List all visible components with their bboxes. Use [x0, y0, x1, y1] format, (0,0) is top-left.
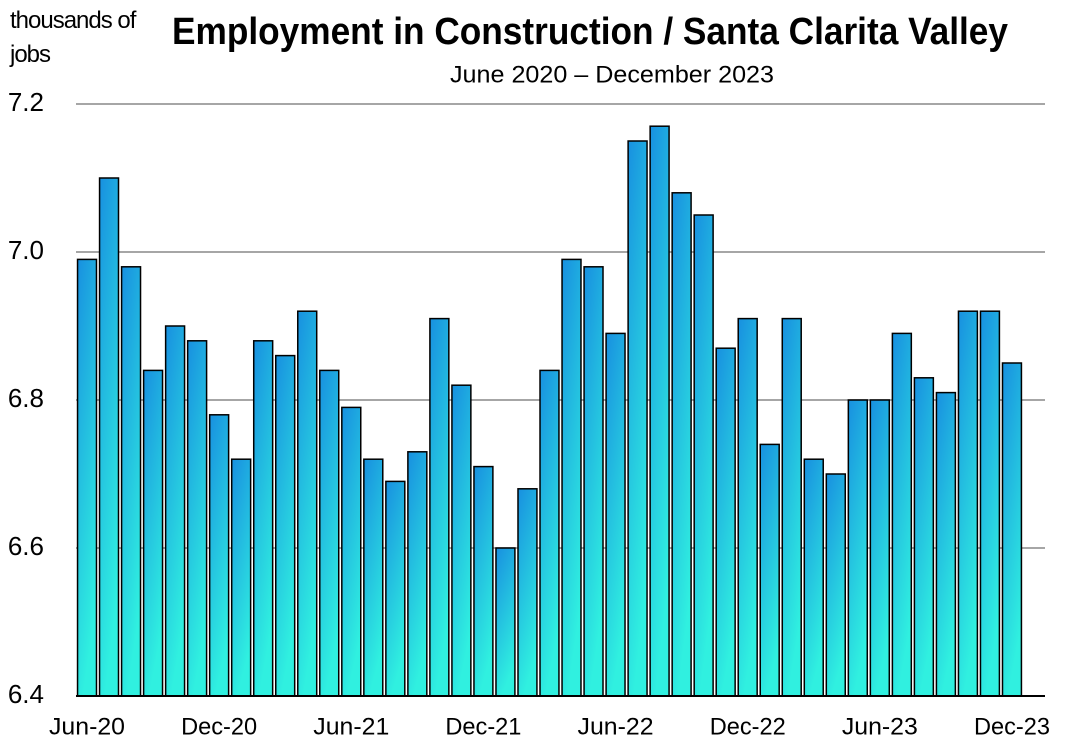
bar: [473, 465, 494, 697]
bar: [186, 340, 208, 697]
bar: [429, 317, 450, 697]
bar: [1001, 362, 1023, 697]
bar: [451, 384, 472, 697]
x-tick-label: Dec-22: [710, 713, 786, 740]
bar: [363, 458, 384, 697]
bar: [693, 214, 714, 697]
bar: [671, 192, 692, 697]
bar: [891, 332, 913, 697]
bar: [759, 443, 780, 697]
bar: [341, 406, 362, 697]
bar: [319, 369, 340, 697]
bar: [979, 310, 1001, 697]
bar: [649, 125, 670, 697]
x-tick-label: Dec-23: [974, 713, 1050, 740]
x-tick-label: Jun-21: [313, 713, 389, 740]
y-tick-label: 6.8: [8, 383, 44, 413]
y-axis-label: thousands of jobs: [10, 7, 136, 68]
bar: [517, 488, 538, 697]
bar: [385, 480, 406, 697]
bar: [252, 340, 274, 697]
bar: [935, 391, 957, 697]
bar: [561, 258, 582, 697]
bar: [847, 399, 869, 697]
bar: [583, 266, 604, 697]
chart-subtitle: June 2020 – December 2023: [450, 61, 774, 88]
x-tick-label: Dec-20: [181, 713, 257, 740]
bar: [76, 258, 98, 697]
bar: [142, 369, 164, 697]
bar: [539, 369, 560, 697]
bar: [913, 377, 935, 697]
bar: [803, 458, 824, 697]
bar: [297, 310, 318, 697]
y-tick-label: 6.6: [8, 531, 44, 561]
x-tick-label: Jun-23: [842, 713, 918, 740]
x-tick-label: Dec-21: [445, 713, 521, 740]
bar: [715, 347, 736, 697]
bar: [825, 473, 847, 697]
bar: [869, 399, 891, 697]
bar: [495, 547, 516, 697]
bar: [98, 177, 120, 697]
bar: [407, 451, 428, 697]
bar: [120, 266, 142, 697]
y-tick-label: 7.0: [8, 235, 44, 265]
y-tick-label: 6.4: [8, 679, 44, 709]
x-tick-label: Jun-20: [49, 713, 125, 740]
bar: [230, 458, 252, 697]
bar: [737, 317, 758, 697]
x-tick-label: Jun-22: [578, 713, 654, 740]
bar: [957, 310, 979, 697]
bar: [274, 354, 296, 697]
bar: [781, 317, 802, 697]
bar: [208, 414, 230, 697]
y-tick-label: 7.2: [8, 87, 44, 117]
chart-title: Employment in Construction / Santa Clari…: [172, 11, 1008, 53]
bar: [605, 332, 626, 697]
bar: [627, 140, 648, 697]
bar: [164, 325, 186, 697]
